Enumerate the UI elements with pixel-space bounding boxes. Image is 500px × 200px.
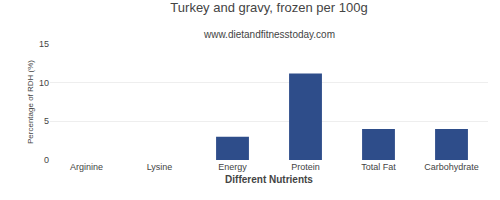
svg-text:www.dietandfitnesstoday.com: www.dietandfitnesstoday.com — [203, 29, 335, 40]
svg-text:Total Fat: Total Fat — [361, 162, 396, 172]
svg-text:5: 5 — [44, 116, 49, 126]
svg-text:Carbohydrate: Carbohydrate — [424, 162, 479, 172]
svg-text:0: 0 — [44, 155, 49, 165]
svg-text:Percentage of RDH (%): Percentage of RDH (%) — [26, 60, 35, 144]
svg-text:15: 15 — [39, 39, 49, 49]
svg-text:Turkey and gravy, frozen per 1: Turkey and gravy, frozen per 100g — [170, 0, 367, 15]
svg-text:Lysine: Lysine — [147, 162, 173, 172]
svg-text:Protein: Protein — [291, 162, 320, 172]
svg-text:10: 10 — [39, 78, 49, 88]
svg-text:Energy: Energy — [218, 162, 247, 172]
svg-text:Arginine: Arginine — [70, 162, 103, 172]
svg-text:Different Nutrients: Different Nutrients — [225, 174, 313, 185]
